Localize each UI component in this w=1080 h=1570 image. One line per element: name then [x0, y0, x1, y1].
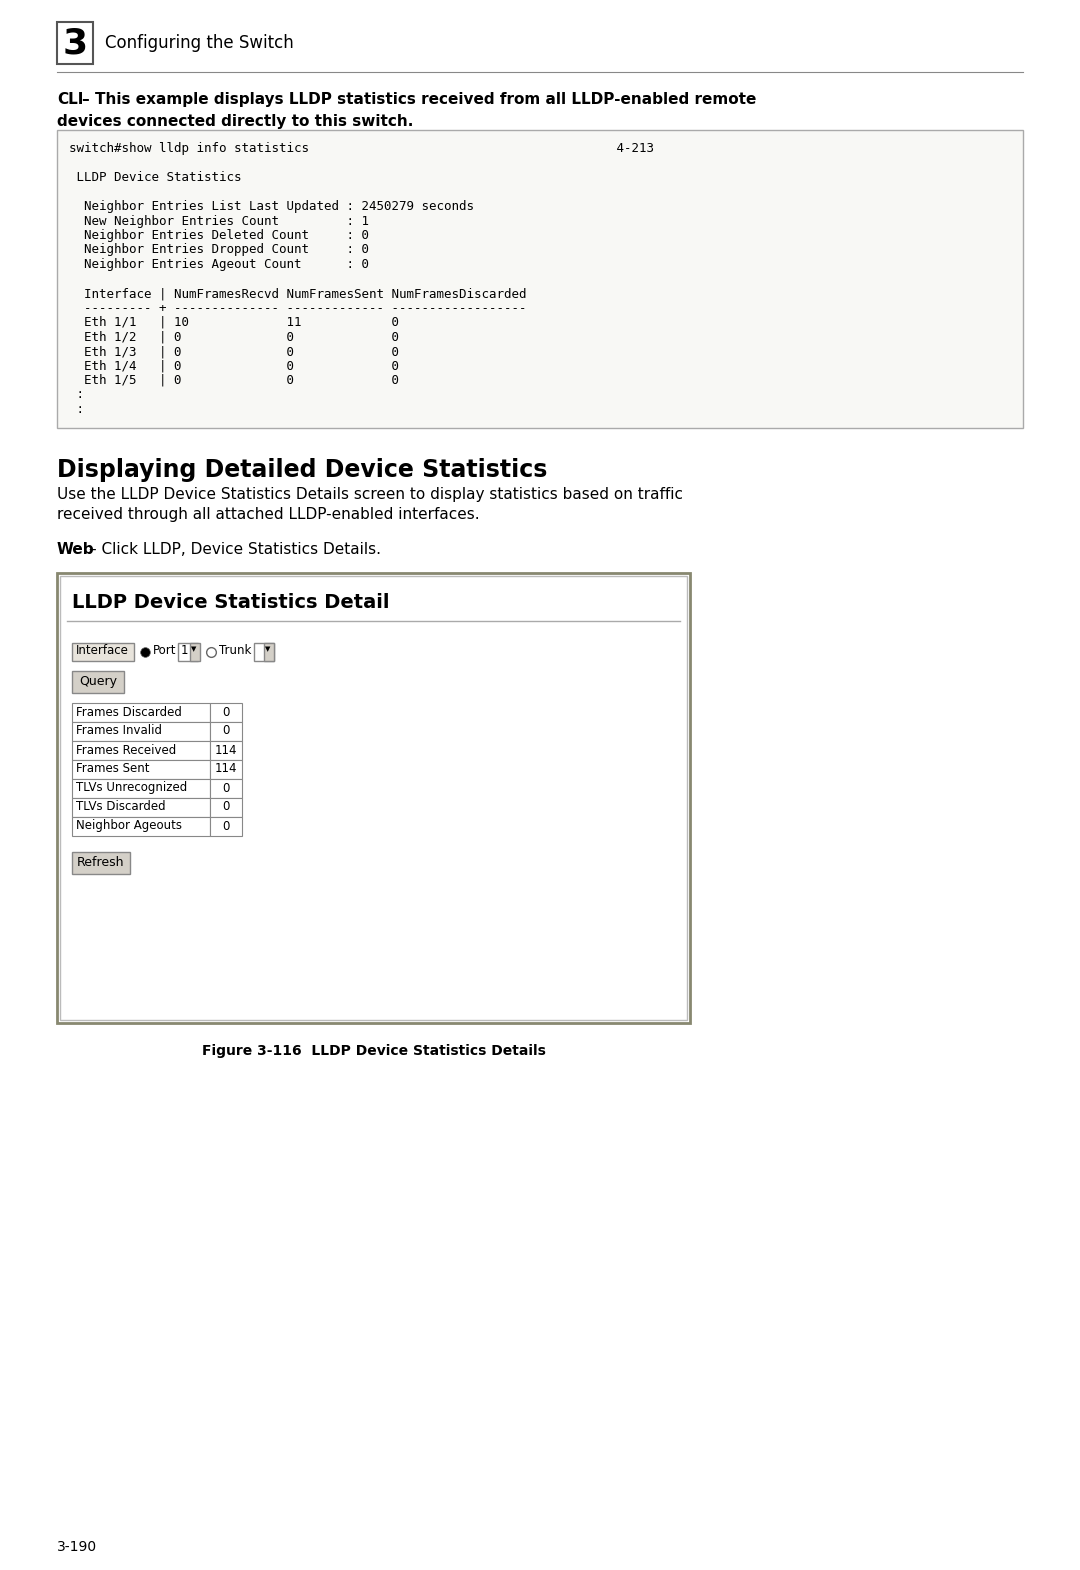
Text: :: : — [69, 388, 84, 402]
Text: Interface: Interface — [76, 644, 129, 656]
Bar — [72, 816, 210, 835]
Text: Frames Received: Frames Received — [76, 744, 176, 757]
Text: Figure 3-116  LLDP Device Statistics Details: Figure 3-116 LLDP Device Statistics Deta… — [202, 1044, 545, 1058]
Text: CLI: CLI — [57, 93, 83, 107]
Bar — [254, 642, 274, 661]
Bar — [178, 642, 198, 661]
Text: Frames Discarded: Frames Discarded — [76, 705, 181, 719]
Bar — [210, 760, 242, 779]
Text: – This example displays LLDP statistics received from all LLDP-enabled remote: – This example displays LLDP statistics … — [82, 93, 756, 107]
Text: 0: 0 — [222, 801, 230, 813]
Text: Use the LLDP Device Statistics Details screen to display statistics based on tra: Use the LLDP Device Statistics Details s… — [57, 488, 683, 502]
Bar — [72, 779, 210, 798]
Bar — [210, 722, 242, 741]
Text: LLDP Device Statistics: LLDP Device Statistics — [69, 171, 242, 184]
Text: ▼: ▼ — [191, 647, 197, 653]
Text: Neighbor Entries Ageout Count      : 0: Neighbor Entries Ageout Count : 0 — [69, 257, 369, 272]
Text: Port: Port — [153, 644, 176, 656]
Bar — [72, 642, 134, 661]
Bar — [210, 779, 242, 798]
Text: 0: 0 — [222, 782, 230, 794]
Text: Configuring the Switch: Configuring the Switch — [105, 35, 294, 52]
Text: – Click LLDP, Device Statistics Details.: – Click LLDP, Device Statistics Details. — [89, 543, 381, 557]
Bar — [72, 798, 210, 816]
Text: --------- + -------------- ------------- ------------------: --------- + -------------- -------------… — [69, 301, 527, 314]
Text: 0: 0 — [222, 724, 230, 738]
Text: Neighbor Entries Dropped Count     : 0: Neighbor Entries Dropped Count : 0 — [69, 243, 369, 256]
Bar — [72, 851, 130, 873]
Text: Neighbor Ageouts: Neighbor Ageouts — [76, 820, 183, 832]
Bar — [57, 22, 93, 64]
Text: Eth 1/3   | 0              0             0: Eth 1/3 | 0 0 0 — [69, 345, 399, 358]
Text: TLVs Unrecognized: TLVs Unrecognized — [76, 782, 187, 794]
Text: Web: Web — [57, 543, 95, 557]
Text: 114: 114 — [215, 763, 238, 776]
Text: Interface | NumFramesRecvd NumFramesSent NumFramesDiscarded: Interface | NumFramesRecvd NumFramesSent… — [69, 287, 527, 300]
Text: Eth 1/2   | 0              0             0: Eth 1/2 | 0 0 0 — [69, 331, 399, 344]
Text: Query: Query — [79, 675, 117, 688]
Bar — [60, 576, 687, 1019]
Text: devices connected directly to this switch.: devices connected directly to this switc… — [57, 115, 414, 129]
Text: Eth 1/5   | 0              0             0: Eth 1/5 | 0 0 0 — [69, 374, 399, 386]
Text: Displaying Detailed Device Statistics: Displaying Detailed Device Statistics — [57, 457, 548, 482]
Bar — [210, 798, 242, 816]
Text: 3-190: 3-190 — [57, 1540, 97, 1554]
Bar — [210, 702, 242, 722]
Bar — [72, 702, 210, 722]
Bar — [72, 760, 210, 779]
Text: 0: 0 — [222, 820, 230, 832]
Text: TLVs Discarded: TLVs Discarded — [76, 801, 165, 813]
Bar — [264, 642, 274, 661]
Bar — [210, 741, 242, 760]
Text: Neighbor Entries Deleted Count     : 0: Neighbor Entries Deleted Count : 0 — [69, 229, 369, 242]
Text: Neighbor Entries List Last Updated : 2450279 seconds: Neighbor Entries List Last Updated : 245… — [69, 199, 474, 214]
Text: Refresh: Refresh — [78, 856, 125, 870]
Bar — [190, 642, 200, 661]
Text: LLDP Device Statistics Detail: LLDP Device Statistics Detail — [72, 592, 390, 611]
Text: 3: 3 — [63, 27, 87, 60]
Bar — [210, 816, 242, 835]
Bar — [57, 130, 1023, 427]
Text: New Neighbor Entries Count         : 1: New Neighbor Entries Count : 1 — [69, 215, 369, 228]
Text: Trunk: Trunk — [219, 644, 252, 656]
Text: Frames Invalid: Frames Invalid — [76, 724, 162, 738]
Text: received through all attached LLDP-enabled interfaces.: received through all attached LLDP-enabl… — [57, 507, 480, 523]
Text: ▼: ▼ — [265, 647, 270, 653]
Bar — [72, 722, 210, 741]
Text: Frames Sent: Frames Sent — [76, 763, 149, 776]
Text: Eth 1/4   | 0              0             0: Eth 1/4 | 0 0 0 — [69, 360, 399, 372]
Text: 114: 114 — [215, 744, 238, 757]
Bar — [72, 670, 124, 692]
Text: :: : — [69, 403, 84, 416]
Text: 0: 0 — [222, 705, 230, 719]
Bar — [57, 573, 690, 1022]
Text: switch#show lldp info statistics                                         4-213: switch#show lldp info statistics 4-213 — [69, 141, 654, 155]
Text: Eth 1/1   | 10             11            0: Eth 1/1 | 10 11 0 — [69, 316, 399, 330]
Text: 1: 1 — [181, 645, 189, 658]
Bar — [72, 741, 210, 760]
